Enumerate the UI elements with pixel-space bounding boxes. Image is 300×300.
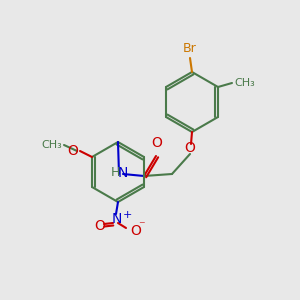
Text: O: O	[94, 219, 105, 233]
Text: Br: Br	[183, 42, 197, 55]
Text: O: O	[152, 136, 162, 150]
Text: +: +	[123, 210, 132, 220]
Text: N: N	[112, 212, 122, 226]
Text: H: H	[110, 167, 120, 179]
Text: ⁻: ⁻	[138, 220, 145, 232]
Text: CH₃: CH₃	[234, 78, 255, 88]
Text: O: O	[67, 144, 78, 158]
Text: CH₃: CH₃	[41, 140, 62, 150]
Text: N: N	[118, 166, 128, 180]
Text: O: O	[130, 224, 141, 238]
Text: O: O	[184, 141, 195, 155]
